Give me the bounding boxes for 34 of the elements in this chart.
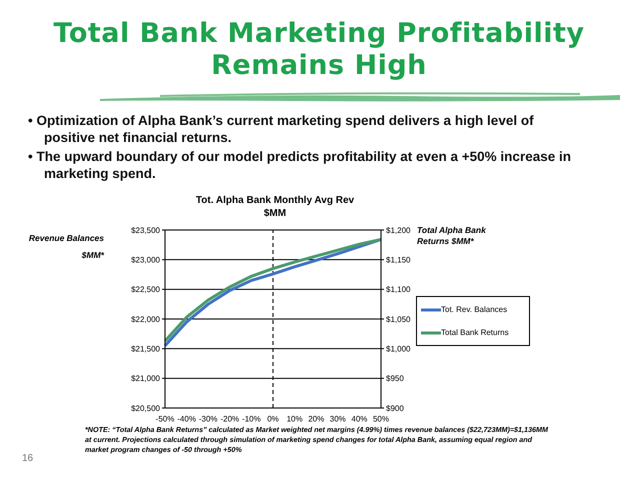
y-tick-label: $22,500 <box>131 285 161 294</box>
x-tick-label: 50% <box>372 414 390 424</box>
x-tick-label: -30% <box>198 414 218 424</box>
x-tick-label: 0% <box>267 414 279 424</box>
y-tick-label: $21,000 <box>131 374 161 384</box>
x-tick-label: -10% <box>242 414 261 424</box>
x-tick-label: 30% <box>330 414 346 424</box>
x-tick-label: 40% <box>351 414 368 424</box>
y2-tick-label: $1,000 <box>386 344 412 354</box>
y-axis-title: Revenue Balances $MM* <box>28 232 104 262</box>
y2-tick-label: $1,150 <box>386 256 412 265</box>
y2-tick-label: $1,100 <box>386 285 412 294</box>
y2-tick-label: $1,200 <box>386 226 412 235</box>
x-tick-label: -50% <box>156 414 174 424</box>
chart-title: Total Bank Marketing Profitability Remains High <box>52 18 586 82</box>
y-tick-label: $23,500 <box>131 226 161 235</box>
x-tick-label: -40% <box>177 414 196 424</box>
text: • Optimization of Alpha Bank’s current marketing spend delivers a high level of positive net financial returns. <box>28 112 535 146</box>
y2-tick-label: $950 <box>386 374 404 384</box>
y2-tick-label: $1,050 <box>386 314 412 324</box>
x-tick-label: 10% <box>286 414 303 424</box>
y2-axis-title: Total Alpha Bank Returns $MM* <box>417 225 487 247</box>
x-tick-label: -20% <box>220 414 240 424</box>
text: 16 <box>22 453 34 464</box>
legend-label: Tot. Rev. Balances <box>441 305 508 314</box>
y-tick-label: $21,500 <box>131 344 161 354</box>
y-tick-label: $22,000 <box>131 314 161 324</box>
legend-label: Total Bank Returns <box>441 328 509 337</box>
chart-subtitle: Tot. Alpha Bank Monthly Avg Rev $MM <box>194 194 356 220</box>
y2-tick-label: $900 <box>386 404 404 413</box>
y-tick-label: $20,500 <box>131 404 161 413</box>
text: • The upward boundary of our model predicts profitability at even a +50% increase in marketing spend. <box>28 148 572 182</box>
x-tick-label: 20% <box>308 414 324 424</box>
y-tick-label: $23,000 <box>131 256 161 265</box>
